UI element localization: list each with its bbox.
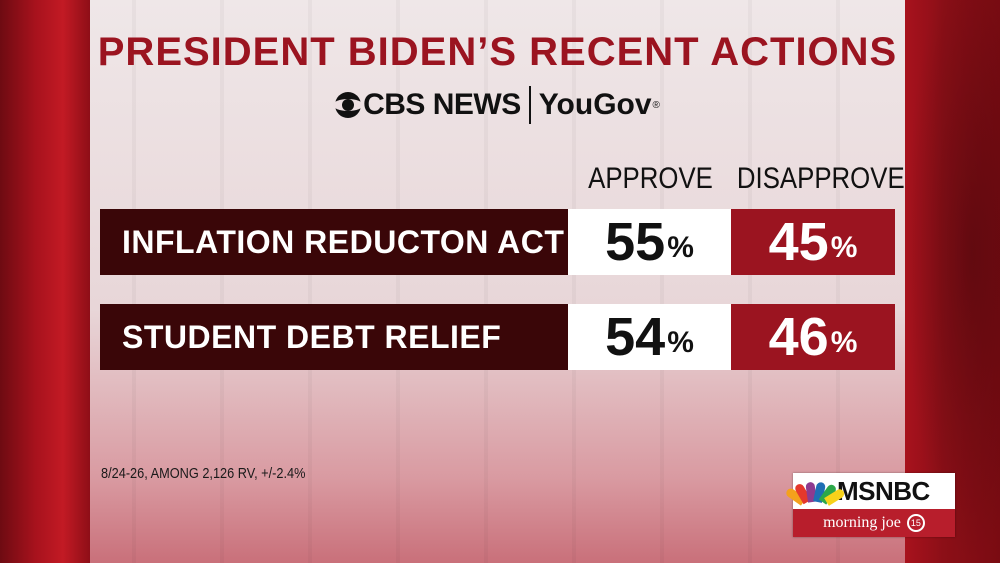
disapprove-value-cell: 46% (731, 304, 895, 370)
disapprove-value: 46 (768, 307, 829, 367)
approve-value: 54 (605, 307, 666, 367)
table-row: INFLATION REDUCTON ACT 55% 45% (100, 209, 895, 275)
percent-sign: % (830, 326, 858, 359)
poll-footnote: 8/24-26, AMONG 2,126 RV, +/-2.4% (101, 465, 306, 482)
disapprove-value: 45 (768, 212, 829, 272)
registered-mark: ® (652, 99, 660, 111)
graphic-panel (90, 0, 905, 563)
cbs-news-logo: CBS NEWS (363, 88, 521, 121)
logo-divider (528, 86, 531, 124)
chart-title: PRESIDENT BIDEN’S RECENT ACTIONS (97, 30, 898, 74)
background-left-stripe (0, 0, 90, 563)
row-label: INFLATION REDUCTON ACT (100, 209, 568, 275)
row-label: STUDENT DEBT RELIEF (100, 304, 568, 370)
show-name: morning joe (823, 514, 901, 531)
column-header-approve: APPROVE (588, 162, 713, 195)
msnbc-logo: MSNBC (837, 475, 930, 506)
percent-sign: % (830, 231, 858, 264)
percent-sign: % (667, 326, 694, 359)
yougov-logo: YouGov (538, 88, 652, 121)
network-bug: MSNBC morning joe 15 (784, 473, 955, 537)
cbs-eye-icon (333, 92, 364, 118)
approve-value: 55 (605, 212, 666, 272)
column-header-disapprove: DISAPPROVE (736, 162, 905, 195)
percent-sign: % (667, 231, 694, 264)
approve-value-cell: 54% (568, 304, 731, 370)
background-right-stripe (905, 0, 1000, 563)
anniversary-badge-icon: 15 (906, 514, 925, 532)
peacock-icon (784, 480, 846, 506)
table-row: STUDENT DEBT RELIEF 54% 46% (100, 304, 895, 370)
source-logos: CBS NEWS YouGov ® (90, 86, 905, 124)
approve-value-cell: 55% (568, 209, 731, 275)
disapprove-value-cell: 45% (731, 209, 895, 275)
